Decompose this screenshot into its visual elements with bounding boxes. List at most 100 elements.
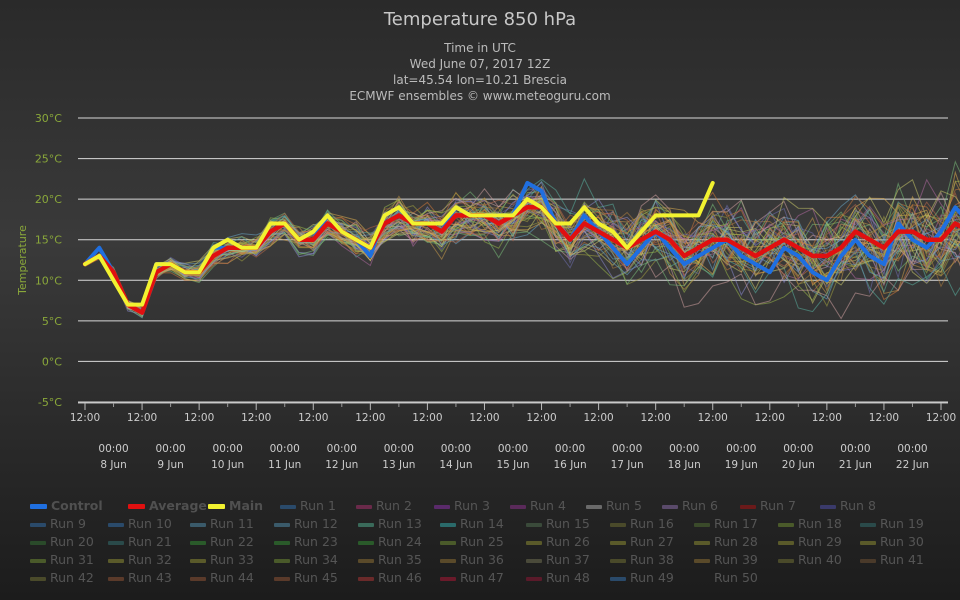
legend-item[interactable]: Run 5 xyxy=(586,498,642,516)
legend-swatch xyxy=(30,576,46,581)
legend-item[interactable]: Run 37 xyxy=(526,552,590,570)
x-tick-label-midnight: 00:00 xyxy=(98,443,128,455)
y-tick-label: 25°C xyxy=(35,153,62,166)
legend-item[interactable]: Run 8 xyxy=(820,498,876,516)
legend-swatch xyxy=(358,540,374,545)
legend-item[interactable]: Run 11 xyxy=(190,516,254,534)
legend-item[interactable]: Run 48 xyxy=(526,570,590,588)
legend-swatch xyxy=(280,504,296,509)
legend-swatch xyxy=(108,522,124,527)
legend-item[interactable]: Run 22 xyxy=(190,534,254,552)
legend-label: Run 33 xyxy=(210,552,254,567)
legend-swatch xyxy=(190,558,206,563)
legend-item[interactable]: Run 1 xyxy=(280,498,336,516)
legend-item[interactable]: Run 15 xyxy=(526,516,590,534)
legend-row: Control Average Main Run 1 Run 2 Run 3 Run 4 Ru… xyxy=(30,498,950,516)
legend-label: Run 32 xyxy=(128,552,172,567)
x-tick-label-midnight: 00:00 xyxy=(213,443,243,455)
y-tick-label: -5°C xyxy=(38,396,62,409)
legend-label: Run 34 xyxy=(294,552,338,567)
legend-item[interactable]: Run 33 xyxy=(190,552,254,570)
legend-item[interactable]: Run 44 xyxy=(190,570,254,588)
legend-swatch xyxy=(358,522,374,527)
x-tick-label-midnight: 00:00 xyxy=(384,443,414,455)
legend-item[interactable]: Run 47 xyxy=(440,570,504,588)
legend-item[interactable]: Run 36 xyxy=(440,552,504,570)
legend-item[interactable]: Run 50 xyxy=(694,570,758,588)
legend-item[interactable]: Run 32 xyxy=(108,552,172,570)
x-tick-label-date: 8 Jun xyxy=(100,459,126,471)
legend-item[interactable]: Run 43 xyxy=(108,570,172,588)
legend-item[interactable]: Main xyxy=(208,498,263,516)
legend-item[interactable]: Run 35 xyxy=(358,552,422,570)
legend-item[interactable]: Run 41 xyxy=(860,552,924,570)
legend-item[interactable]: Run 13 xyxy=(358,516,422,534)
legend-swatch xyxy=(526,576,542,581)
legend-item[interactable]: Run 38 xyxy=(610,552,674,570)
legend-item[interactable]: Run 16 xyxy=(610,516,674,534)
x-tick-label-date: 13 Jun xyxy=(382,459,415,471)
legend-label: Main xyxy=(229,498,264,513)
ensemble-run-line xyxy=(84,198,960,313)
x-tick-label-date: 10 Jun xyxy=(211,459,244,471)
legend-item[interactable]: Run 20 xyxy=(30,534,94,552)
legend-swatch xyxy=(434,504,450,509)
legend-item[interactable]: Run 19 xyxy=(860,516,924,534)
legend-label: Run 49 xyxy=(630,570,674,585)
x-tick-label-noon: 12:00 xyxy=(641,412,671,424)
legend-label: Run 50 xyxy=(714,570,758,585)
legend-label: Run 15 xyxy=(546,516,590,531)
series-line-main[interactable] xyxy=(83,180,715,307)
legend-item[interactable]: Run 6 xyxy=(662,498,718,516)
legend-item[interactable]: Run 17 xyxy=(694,516,758,534)
legend-label: Run 38 xyxy=(630,552,674,567)
legend-item[interactable]: Run 45 xyxy=(274,570,338,588)
x-tick-label-noon: 12:00 xyxy=(526,412,556,424)
legend-item[interactable]: Control xyxy=(30,498,103,516)
legend-item[interactable]: Run 3 xyxy=(434,498,490,516)
legend-swatch xyxy=(778,558,794,563)
legend-label: Run 28 xyxy=(714,534,758,549)
y-axis-ticks: 30°C 25°C 20°C 15°C 10°C 5°C 0°C -5°C xyxy=(35,112,62,409)
legend-item[interactable]: Run 9 xyxy=(30,516,86,534)
legend-label: Run 8 xyxy=(840,498,876,513)
legend-item[interactable]: Run 24 xyxy=(358,534,422,552)
x-tick-label-midnight: 00:00 xyxy=(783,443,813,455)
x-tick-label-date: 19 Jun xyxy=(725,459,758,471)
legend-item[interactable]: Run 2 xyxy=(356,498,412,516)
legend-item[interactable]: Run 12 xyxy=(274,516,338,534)
legend-item[interactable]: Run 27 xyxy=(610,534,674,552)
legend-item[interactable]: Run 4 xyxy=(510,498,566,516)
legend-item[interactable]: Run 23 xyxy=(274,534,338,552)
x-tick-label-date: 14 Jun xyxy=(439,459,472,471)
x-tick-label-date: 21 Jun xyxy=(839,459,872,471)
x-tick-label-midnight: 00:00 xyxy=(897,443,927,455)
legend-item[interactable]: Run 42 xyxy=(30,570,94,588)
legend-item[interactable]: Run 31 xyxy=(30,552,94,570)
x-tick-label-date: 18 Jun xyxy=(668,459,701,471)
legend-item[interactable]: Run 30 xyxy=(860,534,924,552)
legend-item[interactable]: Average xyxy=(128,498,207,516)
legend-label: Run 45 xyxy=(294,570,338,585)
legend-item[interactable]: Run 21 xyxy=(108,534,172,552)
x-tick-label-date: 11 Jun xyxy=(268,459,301,471)
legend-item[interactable]: Run 40 xyxy=(778,552,842,570)
legend-item[interactable]: Run 34 xyxy=(274,552,338,570)
legend-item[interactable]: Run 26 xyxy=(526,534,590,552)
legend-item[interactable]: Run 18 xyxy=(778,516,842,534)
legend-item[interactable]: Run 39 xyxy=(694,552,758,570)
legend-item[interactable]: Run 46 xyxy=(358,570,422,588)
x-tick-label-noon: 12:00 xyxy=(869,412,899,424)
legend-item[interactable]: Run 25 xyxy=(440,534,504,552)
legend-item[interactable]: Run 14 xyxy=(440,516,504,534)
legend-swatch xyxy=(358,558,374,563)
x-tick-label-date: 20 Jun xyxy=(782,459,815,471)
legend-item[interactable]: Run 29 xyxy=(778,534,842,552)
y-tick-label: 0°C xyxy=(42,355,62,368)
legend-item[interactable]: Run 7 xyxy=(740,498,796,516)
legend-item[interactable]: Run 10 xyxy=(108,516,172,534)
legend-swatch xyxy=(662,504,678,509)
legend-item[interactable]: Run 28 xyxy=(694,534,758,552)
legend-item[interactable]: Run 49 xyxy=(610,570,674,588)
legend-label: Run 31 xyxy=(50,552,94,567)
